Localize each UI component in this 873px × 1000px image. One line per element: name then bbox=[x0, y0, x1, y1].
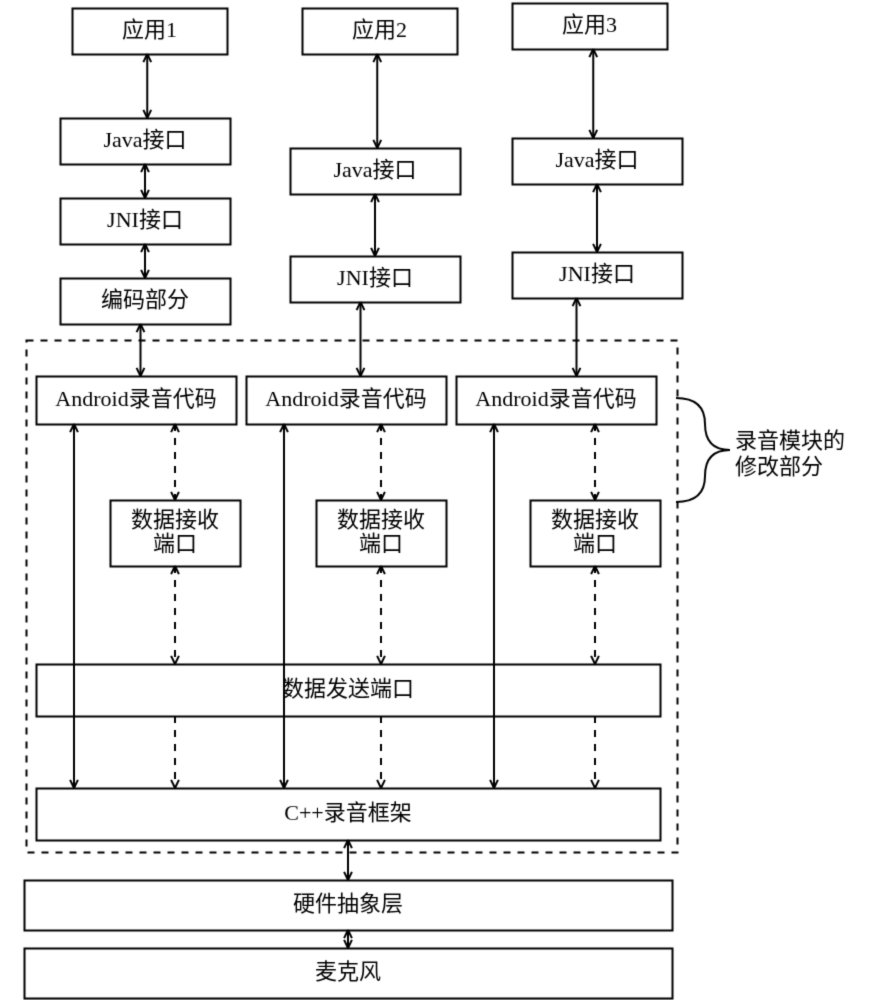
diagram-canvas bbox=[0, 0, 873, 1000]
